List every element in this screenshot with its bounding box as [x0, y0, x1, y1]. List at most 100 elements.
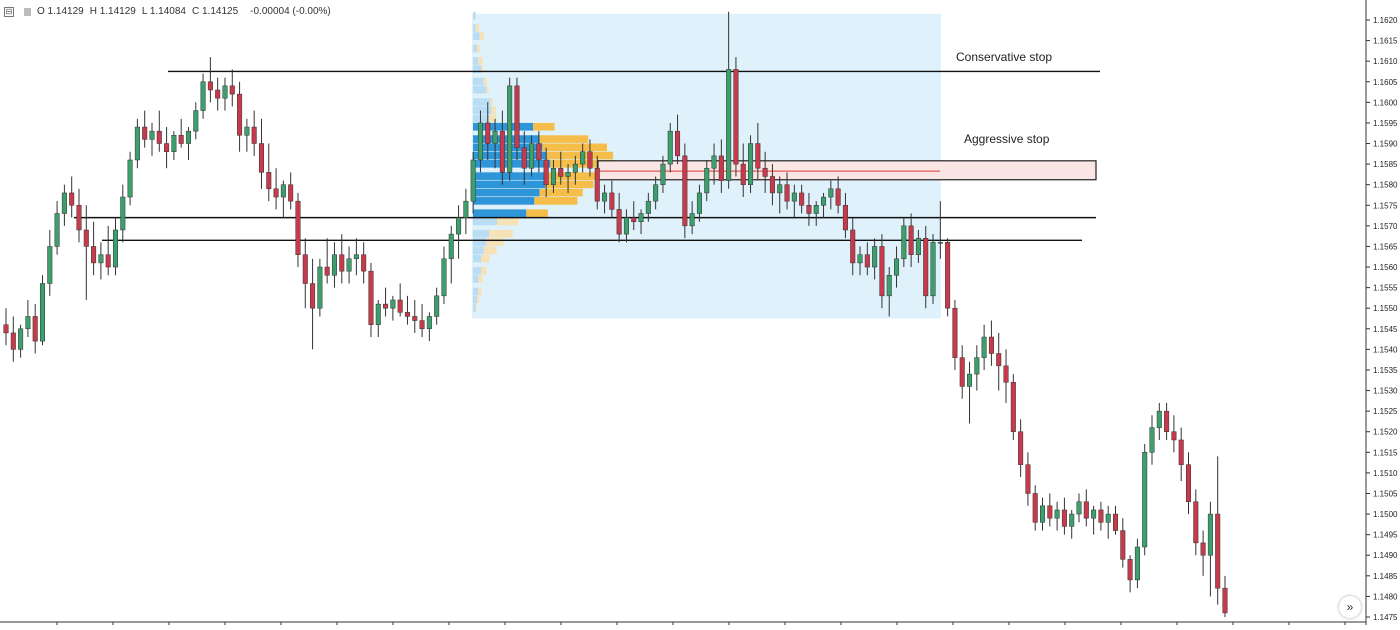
candle-up	[813, 205, 819, 214]
volume-profile-bar-up	[473, 57, 479, 65]
candle-up	[1156, 410, 1162, 428]
candle-up	[1134, 546, 1140, 581]
symbol-color-icon	[24, 7, 31, 16]
volume-profile-bar-up	[473, 217, 497, 226]
candle-down	[769, 176, 775, 194]
volume-profile-bar-up	[473, 209, 527, 218]
candle-down	[879, 246, 885, 297]
price-tick-label: 1.1495	[1373, 531, 1398, 540]
conservative-stop-label: Conservative stop	[956, 50, 1053, 64]
price-tick-label: 1.1475	[1373, 613, 1398, 622]
volume-profile-bar-down	[490, 98, 493, 106]
candle-down	[142, 126, 148, 140]
volume-profile-bar-down	[533, 122, 555, 131]
candle-up	[171, 135, 177, 153]
candle-up	[696, 192, 702, 214]
candle-up	[477, 122, 483, 161]
candle-up	[54, 213, 60, 247]
candle-down	[1215, 513, 1221, 589]
candle-up	[127, 159, 133, 198]
volume-profile-bar-up	[473, 229, 489, 238]
candle-down	[514, 85, 520, 148]
candle-down	[733, 69, 739, 165]
candle-up	[1091, 509, 1097, 519]
volume-profile-bar-up	[473, 44, 477, 53]
candle-down	[1120, 530, 1126, 560]
volume-profile-bar-down	[481, 65, 484, 73]
scroll-to-realtime-button[interactable]: »	[1339, 596, 1361, 618]
candle-up	[1207, 513, 1213, 556]
price-tick-label: 1.1480	[1373, 592, 1398, 601]
candle-up	[463, 200, 469, 218]
candle-down	[959, 357, 965, 387]
candle-down	[945, 242, 951, 309]
candle-up	[434, 295, 440, 317]
candle-up	[937, 242, 943, 244]
volume-profile-bar-down	[478, 287, 482, 296]
candle-up	[492, 130, 498, 144]
candle-down	[237, 93, 243, 136]
candle-up	[1105, 513, 1111, 523]
candle-down	[164, 143, 170, 153]
candle-down	[675, 130, 681, 157]
candle-down	[1127, 559, 1133, 581]
volume-profile-bar-up	[473, 188, 540, 197]
candle-up	[112, 229, 119, 268]
candle-down	[69, 192, 75, 206]
candle-down	[383, 303, 389, 309]
volume-profile-bar-up	[473, 32, 480, 40]
candle-up	[638, 213, 644, 222]
double-chevron-right-icon: »	[1346, 600, 1354, 614]
candle-down	[404, 312, 410, 317]
candle-up	[134, 126, 140, 161]
price-tick-label: 1.1550	[1373, 304, 1398, 313]
candle-down	[923, 237, 929, 297]
price-tick-label: 1.1620	[1373, 16, 1398, 25]
candle-down	[339, 254, 345, 272]
price-tick-label: 1.1500	[1373, 510, 1398, 519]
candle-up	[120, 196, 126, 231]
candle-down	[521, 147, 527, 169]
candle-down	[83, 229, 89, 247]
candle-down	[755, 143, 761, 169]
candle-down	[419, 320, 425, 330]
volume-profile-bar-up	[473, 85, 487, 94]
candle-up	[821, 196, 827, 206]
volume-profile-bar-down	[486, 85, 489, 94]
volume-profile-bar-down	[489, 229, 513, 238]
price-tick-label: 1.1490	[1373, 551, 1398, 560]
volume-profile-bar-up	[473, 114, 489, 123]
candle-up	[1076, 501, 1082, 515]
candle-down	[1178, 439, 1184, 465]
candle-down	[740, 163, 746, 185]
candle-down	[310, 283, 316, 309]
candle-down	[207, 81, 213, 91]
candle-up	[981, 336, 987, 358]
candle-down	[536, 143, 542, 161]
candle-down	[1200, 542, 1206, 556]
collapse-legend-icon[interactable]: ⊟	[4, 6, 14, 17]
legend-close: C 1.14125	[192, 6, 239, 17]
volume-profile-bar-down	[547, 172, 611, 180]
candle-down	[762, 167, 768, 177]
candle-up	[353, 254, 359, 260]
candle-up	[602, 192, 608, 202]
candle-up	[456, 217, 462, 235]
volume-profile-bar-up	[473, 304, 476, 312]
candle-down	[32, 316, 38, 342]
volume-profile-bar-up	[473, 65, 481, 73]
aggressive-stop-label: Aggressive stop	[964, 132, 1050, 146]
price-tick-label: 1.1560	[1373, 263, 1398, 272]
candle-down	[273, 188, 279, 198]
price-tick-label: 1.1565	[1373, 242, 1398, 251]
candle-up	[623, 217, 629, 235]
candle-up	[857, 254, 863, 264]
volume-profile-bar-down	[477, 44, 481, 53]
candle-down	[1032, 493, 1038, 523]
candle-up	[149, 130, 155, 140]
candle-up	[39, 283, 46, 342]
candle-up	[894, 258, 900, 276]
candle-up	[244, 126, 250, 136]
